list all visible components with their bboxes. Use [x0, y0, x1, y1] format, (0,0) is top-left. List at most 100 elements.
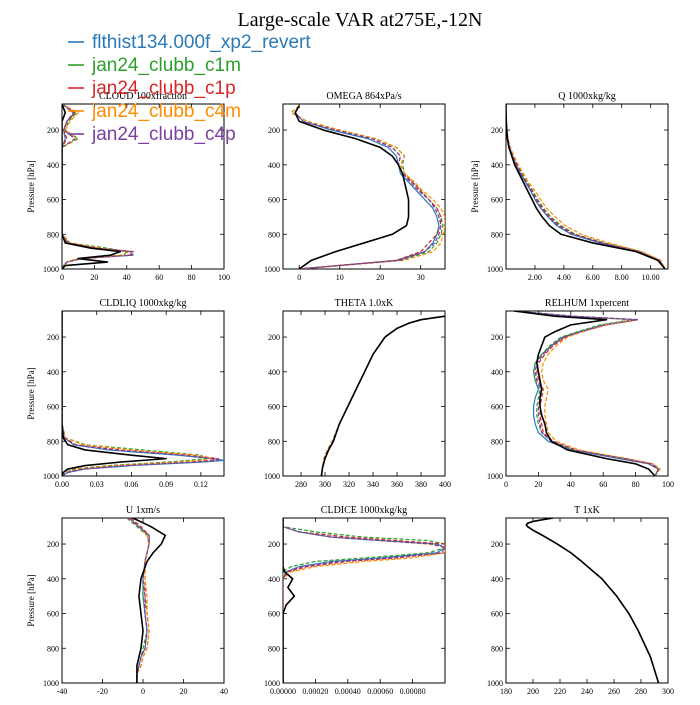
legend-item: jan24_clubb_c1p: [68, 78, 236, 99]
panel-title: CLDLIQ 1000xkg/kg: [100, 298, 187, 309]
x-tick-label: 0.00080: [400, 687, 426, 696]
x-tick-label: 10.00: [642, 273, 660, 282]
x-tick-label: 20: [534, 480, 542, 489]
y-tick-label: 400: [47, 575, 59, 584]
y-tick-label: 800: [47, 644, 59, 653]
y-tick-label: 800: [491, 644, 503, 653]
x-tick-label: 0.00040: [335, 687, 361, 696]
legend: flthist134.000f_xp2_revert jan24_clubb_c1…: [68, 32, 311, 145]
x-tick-label: 220: [554, 687, 566, 696]
y-tick-label: 600: [268, 403, 280, 412]
y-tick-label: 400: [47, 368, 59, 377]
x-tick-label: 320: [343, 480, 355, 489]
x-tick-label: 0: [297, 273, 301, 282]
panel-title: Q 1000xkg/kg: [558, 91, 616, 102]
x-tick-label: 6.00: [586, 273, 600, 282]
x-tick-label: 300: [662, 687, 674, 696]
y-tick-label: 1000: [43, 679, 59, 688]
series-line: [506, 104, 666, 269]
legend-label: jan24_clubb_c4m: [91, 101, 241, 122]
series-line: [128, 518, 150, 683]
y-tick-label: 1000: [487, 679, 503, 688]
y-tick-label: 1000: [264, 265, 280, 274]
x-tick-label: 400: [439, 480, 451, 489]
y-tick-label: 200: [47, 540, 59, 549]
x-tick-label: 280: [295, 480, 307, 489]
x-tick-label: 0.00: [55, 480, 69, 489]
series-line: [283, 518, 445, 683]
series-group: [320, 315, 445, 476]
series-line: [320, 315, 445, 476]
series-line: [62, 311, 167, 476]
y-tick-label: 600: [47, 403, 59, 412]
x-tick-label: 360: [391, 480, 403, 489]
series-group: [62, 311, 224, 476]
y-tick-label: 600: [47, 196, 59, 205]
y-axis-label: Pressure [hPa]: [26, 367, 36, 419]
series-line: [62, 311, 214, 476]
series-line: [525, 518, 660, 683]
x-tick-label: 8.00: [615, 273, 629, 282]
plot-frame: [505, 310, 669, 477]
y-tick-label: 400: [268, 575, 280, 584]
legend-item: jan24_clubb_c4p: [68, 124, 236, 145]
series-line: [130, 518, 150, 683]
series-line: [62, 311, 224, 476]
y-tick-label: 800: [47, 437, 59, 446]
panel-title: THETA 1.0xK: [335, 298, 394, 309]
y-tick-label: 400: [491, 161, 503, 170]
y-tick-label: 200: [268, 333, 280, 342]
panel-title: CLOUD 100xfraction: [99, 91, 187, 102]
series-group: [525, 518, 660, 683]
series-line: [294, 105, 442, 269]
series-line: [525, 518, 660, 683]
y-axis-label: Pressure [hPa]: [26, 574, 36, 626]
panel-2: OMEGA 864xPa/s 200 400 600 800 1000 0 10 20 30: [264, 91, 446, 282]
x-tick-label: 20: [90, 273, 98, 282]
x-tick-label: 100: [662, 480, 674, 489]
x-tick-label: 0: [504, 480, 508, 489]
series-line: [294, 105, 442, 269]
series-line: [525, 518, 660, 683]
y-tick-label: 600: [491, 403, 503, 412]
x-tick-label: 10: [336, 273, 344, 282]
series-line: [294, 105, 440, 269]
legend-label: jan24_clubb_c1p: [91, 78, 236, 99]
x-tick-label: -40: [57, 687, 68, 696]
y-tick-label: 800: [268, 230, 280, 239]
panel-7: U 1xm/s 200 400 600 800 1000-40 -20 0 20 40 Pressu…: [26, 505, 228, 696]
x-tick-label: 340: [367, 480, 379, 489]
x-tick-label: 60: [155, 273, 163, 282]
y-tick-label: 600: [491, 196, 503, 205]
legend-label: flthist134.000f_xp2_revert: [92, 32, 311, 53]
x-tick-label: 0.00060: [367, 687, 393, 696]
x-tick-label: 4.00: [557, 273, 571, 282]
y-tick-label: 400: [268, 161, 280, 170]
y-axis-label: Pressure [hPa]: [470, 160, 480, 212]
series-group: [62, 104, 134, 269]
x-tick-label: 80: [188, 273, 196, 282]
y-tick-label: 800: [47, 230, 59, 239]
panel-5: THETA 1.0xK 200 400 600 800 1000 280 300 320 340 3…: [264, 298, 451, 489]
panel-title: OMEGA 864xPa/s: [326, 91, 401, 102]
y-tick-label: 200: [491, 540, 503, 549]
panel-title: T 1xK: [574, 505, 600, 516]
series-group: [290, 105, 445, 269]
series-line: [62, 311, 219, 476]
panel-3: Q 1000xkg/kg 200 400 600 800 1000 2.00 4.00 6.00…: [470, 91, 669, 282]
series-line: [294, 105, 410, 269]
x-tick-label: 380: [415, 480, 427, 489]
x-tick-label: 0.00000: [270, 687, 296, 696]
panel-title: RELHUM 1xpercent: [545, 298, 629, 309]
series-line: [283, 518, 296, 683]
y-tick-label: 1000: [264, 472, 280, 481]
x-tick-label: 200: [527, 687, 539, 696]
series-line: [525, 518, 660, 683]
legend-item: flthist134.000f_xp2_revert: [68, 32, 311, 53]
y-tick-label: 400: [268, 368, 280, 377]
panel-title: U 1xm/s: [126, 505, 160, 516]
